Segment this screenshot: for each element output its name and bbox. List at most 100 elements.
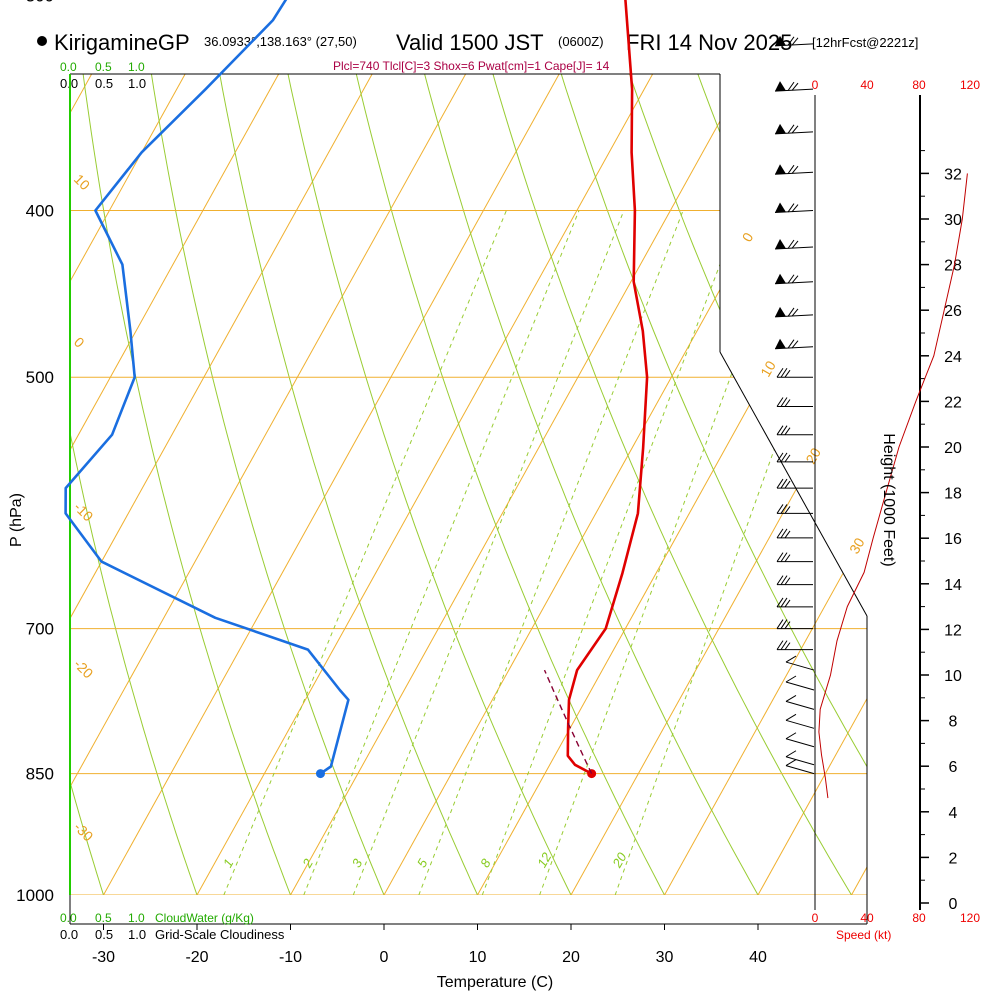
wind-barb-feather — [780, 575, 788, 585]
isotherm-label: 30 — [846, 535, 868, 557]
forecast-run: [12hrFcst@2221z] — [812, 35, 918, 50]
wind-barb-pennant — [775, 238, 786, 249]
isotherm-label: 0 — [739, 230, 757, 245]
wind-barb-feather — [780, 452, 788, 463]
wind-barb-feather — [784, 530, 791, 539]
height-tick-label: 26 — [944, 303, 962, 320]
wind-barb-feather — [780, 528, 788, 539]
mixing-ratio-label: 2 — [299, 856, 316, 871]
dry-adiabat-line — [731, 74, 867, 895]
isotherm-line — [70, 74, 620, 895]
wind-barb-feather — [784, 642, 791, 650]
isotherm-line — [70, 74, 340, 895]
wind-barb-feather — [776, 367, 784, 378]
cloud-scale-top-black-2: 1.0 — [128, 76, 146, 91]
wind-barb-pennant — [775, 123, 786, 134]
wind-barb-feather — [776, 640, 784, 650]
dewpoint-profile-line — [64, 0, 350, 775]
wind-barb-feather — [784, 369, 791, 378]
wind-barb-feather — [791, 82, 799, 91]
wind-barb — [774, 238, 814, 250]
temperature-profile-line — [566, 0, 649, 775]
isotherm-line — [383, 74, 867, 895]
height-tick-label: 20 — [944, 440, 962, 457]
mixing-ratio-line — [418, 210, 684, 895]
wind-barb-feather — [787, 307, 795, 317]
wind-barb-feather — [791, 340, 799, 349]
wind-barb — [776, 619, 813, 630]
wind-barb — [785, 759, 815, 775]
dry-adiabat-line — [547, 74, 867, 895]
wind-barb — [776, 552, 813, 563]
wind-barb — [776, 597, 813, 608]
isotherm-line — [570, 74, 867, 895]
wind-barb — [776, 528, 813, 539]
speed-tick-label-bottom: 80 — [912, 911, 926, 925]
speed-tick-label-bottom: 40 — [860, 911, 874, 925]
cloud-scale-bottom-black-0: 0.0 — [60, 927, 78, 942]
wind-barb-pennant — [775, 273, 786, 284]
parcel-path-line — [543, 669, 593, 774]
wind-barb — [776, 640, 813, 651]
dry-adiabat-line — [178, 74, 495, 895]
dry-adiabat-line — [854, 74, 867, 895]
wind-barb-feather — [784, 454, 791, 463]
mixing-ratio-label: 12 — [534, 849, 555, 870]
x-tick-label: -30 — [92, 949, 115, 966]
wind-barb-feather — [780, 597, 788, 608]
wind-barb-feather — [776, 575, 784, 585]
height-tick-label: 4 — [949, 805, 958, 822]
wind-barb-staff — [785, 700, 815, 710]
isotherm-label: -30 — [71, 819, 97, 845]
pressure-axis: 2503004005007008501000 — [16, 0, 54, 905]
wind-barb — [774, 273, 814, 285]
sounding-profiles — [64, 0, 649, 779]
wind-barb-feather — [784, 599, 791, 608]
wind-barb-feather — [785, 750, 797, 758]
isotherm-label: -10 — [71, 499, 97, 525]
wind-barb-feather — [791, 240, 799, 249]
height-tick-label: 6 — [949, 759, 958, 776]
x-tick-label: -20 — [185, 949, 208, 966]
cloud-scale-top-black-1: 0.5 — [95, 76, 113, 91]
mixing-ratio-label: 20 — [609, 849, 630, 871]
height-axis-label: Height (1000 Feet) — [880, 433, 897, 566]
mixing-ratio-label: 1 — [220, 856, 237, 870]
wind-barb-feather — [791, 275, 799, 284]
wind-barb-feather — [780, 619, 788, 629]
forecast-date: FRI 14 Nov 2025 — [626, 30, 792, 55]
height-tick-label: 12 — [944, 622, 962, 639]
surface-dewpoint-dot — [315, 769, 325, 779]
dry-adiabat-line — [362, 74, 780, 895]
x-tick-label: -10 — [279, 949, 302, 966]
wind-barb-staff — [785, 765, 815, 775]
pressure-tick-label: 850 — [26, 765, 54, 784]
valid-time: Valid 1500 JST — [396, 30, 544, 55]
cloudiness-label: Grid-Scale Cloudiness — [155, 927, 285, 942]
wind-barb-feather — [787, 274, 795, 284]
wind-barb-feather — [784, 480, 791, 489]
isotherm-label: 0 — [71, 334, 88, 351]
wind-barb — [774, 306, 814, 318]
cloud-scale-bottom-black-2: 1.0 — [128, 927, 146, 942]
x-tick-label: 40 — [749, 949, 767, 966]
isotherm-label: 10 — [757, 358, 779, 380]
mixing-ratio-line — [539, 210, 793, 895]
dry-adiabat-line — [424, 74, 867, 895]
wind-barb — [774, 164, 814, 175]
wind-barb — [785, 732, 815, 748]
wind-barb-feather — [787, 203, 795, 213]
pressure-tick-label: 300 — [26, 0, 54, 6]
right-frame-diagonal — [719, 351, 868, 617]
wind-barb-feather — [787, 124, 795, 134]
mixing-ratio-line — [614, 210, 860, 895]
cloud-scale-bottom-black-1: 0.5 — [95, 927, 113, 942]
wind-barb — [785, 750, 815, 766]
temperature-axis: -30 -20 -10 0 10 20 30 40 — [92, 924, 767, 966]
dry-adiabat-line — [240, 74, 590, 895]
mixing-ratio-line — [303, 210, 580, 895]
wind-barb-feather — [780, 367, 788, 378]
dry-adiabat-line — [70, 74, 116, 895]
isotherm-line — [757, 74, 867, 895]
